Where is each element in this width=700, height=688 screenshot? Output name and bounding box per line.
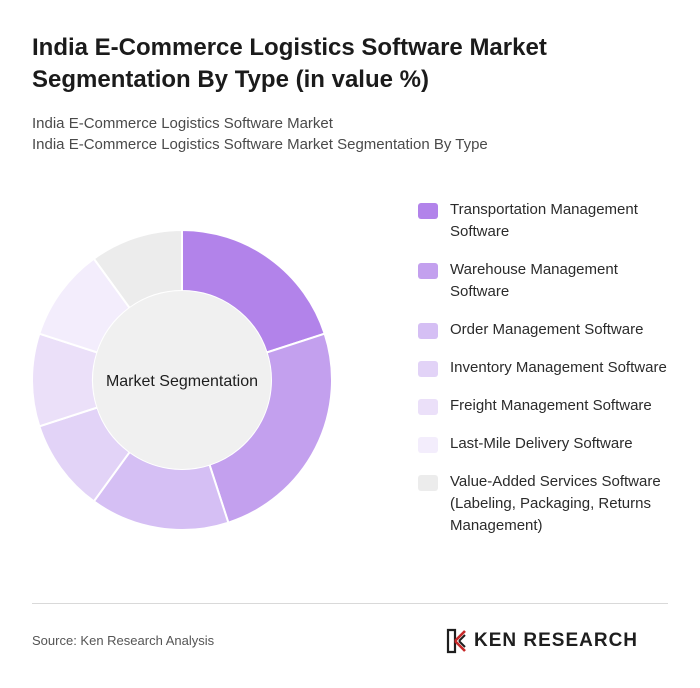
- donut-svg: Market Segmentation: [31, 228, 333, 531]
- legend-label: Value-Added Services Software (Labeling,…: [450, 473, 661, 534]
- legend-item: Value-Added Services Software (Labeling,…: [418, 471, 688, 537]
- legend-swatch: [418, 475, 438, 491]
- legend-item: Last-Mile Delivery Software: [418, 433, 688, 455]
- logo-text: KEN RESEARCH: [474, 630, 639, 651]
- source-text: Source: Ken Research Analysis: [32, 633, 215, 648]
- subtitles: India E-Commerce Logistics Software Mark…: [32, 113, 672, 155]
- chart-title: India E-Commerce Logistics Software Mark…: [32, 34, 547, 93]
- legend: Transportation Management Software Wareho…: [418, 199, 688, 553]
- legend-item: Warehouse Management Software: [418, 259, 688, 303]
- legend-item: Order Management Software: [418, 319, 688, 341]
- legend-label: Inventory Management Software: [450, 359, 667, 376]
- subtitle-market: India E-Commerce Logistics Software Mark…: [32, 115, 333, 132]
- subtitle-segmentation: India E-Commerce Logistics Software Mark…: [32, 136, 488, 153]
- ken-research-logo: KEN RESEARCH: [446, 627, 638, 655]
- donut-chart: Market Segmentation: [25, 223, 339, 537]
- legend-swatch: [418, 263, 438, 279]
- ken-research-logo-icon: [446, 628, 466, 654]
- legend-label: Transportation Management Software: [450, 201, 638, 240]
- legend-swatch: [418, 399, 438, 415]
- legend-label: Freight Management Software: [450, 397, 652, 414]
- legend-label: Warehouse Management Software: [450, 261, 618, 300]
- donut-slice: [208, 332, 333, 524]
- legend-item: Inventory Management Software: [418, 357, 688, 379]
- center-label: Market Segmentation: [106, 373, 258, 390]
- footer-divider: [32, 603, 668, 604]
- legend-swatch: [418, 203, 438, 219]
- donut-slice: [92, 228, 183, 310]
- legend-item: Transportation Management Software: [418, 199, 688, 243]
- legend-swatch: [418, 437, 438, 453]
- legend-label: Last-Mile Delivery Software: [450, 435, 633, 452]
- legend-item: Freight Management Software: [418, 395, 688, 417]
- legend-swatch: [418, 323, 438, 339]
- donut-center: [93, 291, 271, 469]
- legend-label: Order Management Software: [450, 321, 644, 338]
- legend-swatch: [418, 361, 438, 377]
